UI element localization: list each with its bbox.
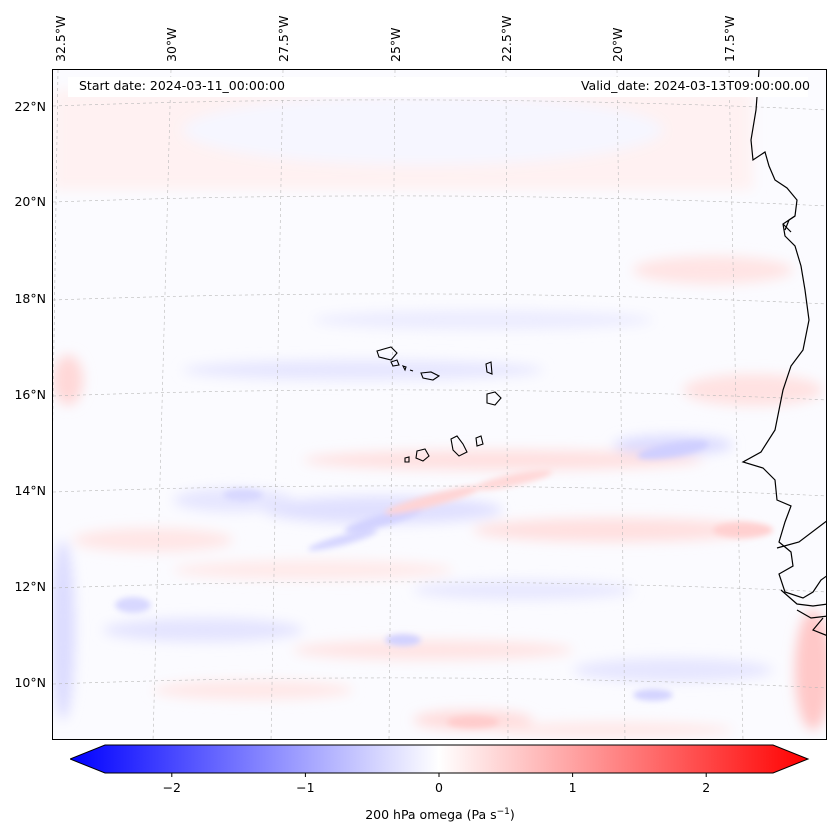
lat-label: 12°N bbox=[14, 579, 46, 594]
lon-label: 17.5°W bbox=[722, 15, 737, 62]
lat-label: 18°N bbox=[14, 291, 46, 306]
lat-label: 14°N bbox=[14, 483, 46, 498]
lon-label: 27.5°W bbox=[276, 15, 291, 62]
lon-label: 20°W bbox=[610, 27, 625, 62]
omega-map bbox=[53, 70, 826, 739]
omega-field bbox=[53, 90, 826, 738]
lat-label: 10°N bbox=[14, 675, 46, 690]
lon-label: 32.5°W bbox=[53, 15, 68, 62]
colorbar-tick-label: −1 bbox=[296, 780, 315, 795]
start-date-label: Start date: 2024-03-11_00:00:00 bbox=[79, 78, 285, 93]
colorbar-title-text: 200 hPa omega (Pa s bbox=[365, 807, 497, 823]
map-panel bbox=[52, 69, 827, 740]
gridlines bbox=[53, 70, 826, 739]
lat-label: 20°N bbox=[14, 194, 46, 209]
lon-label: 22.5°W bbox=[499, 15, 514, 62]
lat-label: 22°N bbox=[14, 99, 46, 114]
colorbar bbox=[70, 744, 810, 777]
colorbar-tick-label: −2 bbox=[162, 780, 182, 795]
colorbar-title-close: ) bbox=[509, 807, 515, 823]
colorbar-tick-label: 0 bbox=[435, 780, 443, 795]
cape-verde-islands bbox=[376, 346, 502, 463]
coastline bbox=[741, 70, 826, 636]
colorbar-title-exponent: −1 bbox=[496, 807, 510, 817]
lon-label: 30°W bbox=[164, 27, 179, 62]
lat-label: 16°N bbox=[14, 387, 46, 402]
header-band bbox=[68, 77, 808, 97]
colorbar-bar bbox=[70, 744, 810, 774]
colorbar-title: 200 hPa omega (Pa s−1) bbox=[365, 807, 515, 822]
colorbar-ticks bbox=[171, 773, 707, 777]
colorbar-tick-label: 1 bbox=[568, 780, 577, 795]
valid-date-label: Valid_date: 2024-03-13T09:00:00.00 bbox=[580, 78, 810, 93]
lon-label: 25°W bbox=[388, 27, 403, 62]
colorbar-tick-label: 2 bbox=[702, 780, 711, 795]
